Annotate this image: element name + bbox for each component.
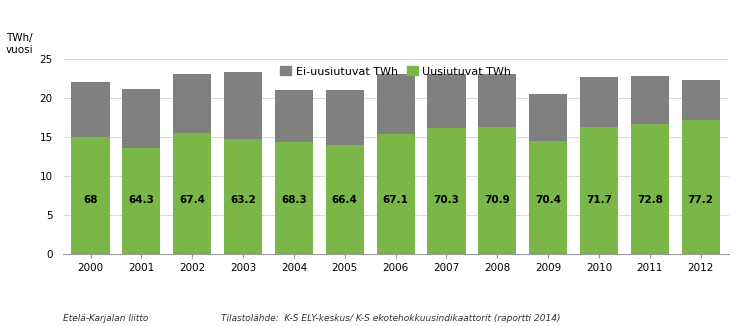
Bar <box>529 94 567 141</box>
Bar <box>428 128 465 254</box>
Bar <box>275 90 313 142</box>
Text: 68.3: 68.3 <box>281 195 307 204</box>
Bar <box>682 120 720 254</box>
Text: 70.9: 70.9 <box>484 195 510 204</box>
Bar <box>529 141 567 254</box>
Bar <box>580 77 618 127</box>
Text: Etelä-Karjalan liitto: Etelä-Karjalan liitto <box>63 314 148 323</box>
Bar <box>173 133 211 254</box>
Bar <box>71 82 110 137</box>
Bar <box>326 145 364 254</box>
Text: 68: 68 <box>83 195 98 204</box>
Bar <box>682 80 720 120</box>
Legend: Ei-uusiutuvat TWh, Uusiutuvat TWh: Ei-uusiutuvat TWh, Uusiutuvat TWh <box>277 64 514 79</box>
Bar <box>478 74 517 127</box>
Bar <box>631 76 669 125</box>
Bar <box>224 139 262 254</box>
Text: 63.2: 63.2 <box>230 195 256 204</box>
Bar <box>428 74 465 128</box>
Text: 71.7: 71.7 <box>586 195 612 204</box>
Bar <box>631 125 669 254</box>
Bar <box>326 90 364 145</box>
Bar <box>122 148 160 254</box>
Text: 67.4: 67.4 <box>180 195 205 204</box>
Bar <box>377 134 414 254</box>
Bar <box>275 142 313 254</box>
Text: 66.4: 66.4 <box>332 195 358 204</box>
Text: 77.2: 77.2 <box>687 195 714 204</box>
Text: 67.1: 67.1 <box>383 195 408 204</box>
Bar <box>580 127 618 254</box>
Text: 64.3: 64.3 <box>129 195 155 204</box>
Text: TWh/
vuosi: TWh/ vuosi <box>6 33 34 55</box>
Text: 70.3: 70.3 <box>434 195 459 204</box>
Text: Tilastolähde:  K-S ELY-keskus/ K-S ekotehokkuusindikaattorit (raportti 2014): Tilastolähde: K-S ELY-keskus/ K-S ekoteh… <box>221 314 560 323</box>
Bar <box>71 137 110 254</box>
Bar <box>478 127 517 254</box>
Text: 70.4: 70.4 <box>535 195 561 204</box>
Bar <box>173 74 211 133</box>
Bar <box>122 89 160 148</box>
Text: 72.8: 72.8 <box>637 195 662 204</box>
Bar <box>377 74 414 134</box>
Bar <box>224 72 262 139</box>
